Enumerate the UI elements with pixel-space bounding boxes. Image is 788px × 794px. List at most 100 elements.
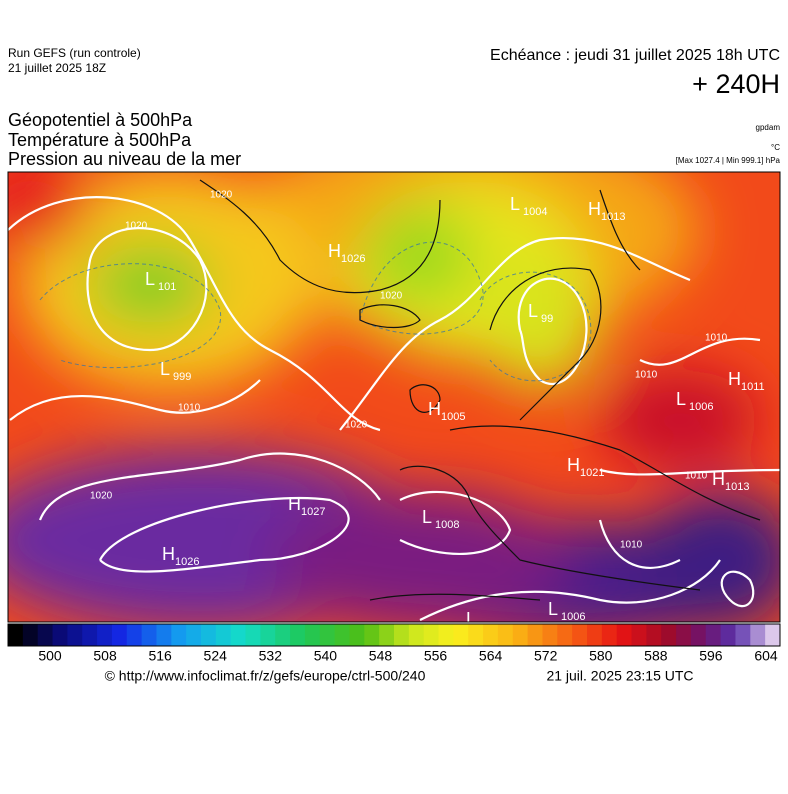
unit-label: [Max 1027.4 | Min 999.1] hPa xyxy=(676,156,781,165)
colorbar-swatch xyxy=(453,624,469,646)
colorbar-swatch xyxy=(82,624,98,646)
colorbar-tick-label: 564 xyxy=(479,648,503,664)
center-letter: H xyxy=(712,469,725,489)
colorbar-swatch xyxy=(676,624,692,646)
colorbar-swatch xyxy=(735,624,751,646)
colorbar-tick-label: 540 xyxy=(314,648,338,664)
issue-time: 21 juil. 2025 23:15 UTC xyxy=(546,668,693,684)
title-line: Pression au niveau de la mer xyxy=(8,149,241,169)
colorbar-tick-label: 588 xyxy=(644,648,668,664)
colorbar-swatch xyxy=(37,624,54,646)
colorbar-swatch xyxy=(111,624,128,646)
colorbar-swatch xyxy=(601,624,618,646)
colorbar-swatch xyxy=(275,624,291,646)
colorbar-tick-label: 548 xyxy=(369,648,393,664)
isotherms xyxy=(39,241,592,382)
colorbar-tick-label: 524 xyxy=(204,648,228,664)
center-letter: H xyxy=(428,399,441,419)
center-value: 1006 xyxy=(689,401,713,413)
colorbar-swatch xyxy=(97,624,113,646)
colorbar-swatch xyxy=(572,624,588,646)
center-letter: H xyxy=(728,369,741,389)
colorbar-swatch xyxy=(587,624,603,646)
center-value: 1008 xyxy=(435,519,459,531)
colorbar-swatch xyxy=(260,624,276,646)
colorbar-swatch xyxy=(720,624,736,646)
center-letter: L xyxy=(145,269,155,289)
colorbar-swatch xyxy=(290,624,306,646)
colorbar-swatch xyxy=(646,624,662,646)
colorbar-tick-label: 572 xyxy=(534,648,558,664)
colorbar-tick-label: 500 xyxy=(38,648,62,664)
isobar-label: 1020 xyxy=(210,190,233,201)
colorbar-swatch xyxy=(512,624,529,646)
valid-time: Echéance : jeudi 31 juillet 2025 18h UTC xyxy=(490,47,780,64)
colorbar-swatch xyxy=(186,624,202,646)
colorbar-swatch xyxy=(661,624,677,646)
unit-label: gpdam xyxy=(756,123,781,132)
colorbar-tick-label: 556 xyxy=(424,648,448,664)
center-value: 1011 xyxy=(741,381,765,393)
colorbar-swatch xyxy=(631,624,647,646)
colorbar-swatch xyxy=(557,624,573,646)
colorbar-swatch xyxy=(171,624,187,646)
colorbar-swatch xyxy=(22,624,39,646)
center-value: 1013 xyxy=(725,481,749,493)
center-value: 1027 xyxy=(301,506,325,518)
center-letter: L xyxy=(466,609,476,629)
colorbar-swatch xyxy=(705,624,722,646)
colorbar-swatch xyxy=(215,624,232,646)
center-letter: L xyxy=(160,359,170,379)
isobar-label: 1010 xyxy=(635,370,658,381)
colorbar-swatch xyxy=(379,624,395,646)
center-value: 1004 xyxy=(523,206,547,218)
isobar-label: 1020 xyxy=(125,221,148,232)
colorbar-tick-label: 580 xyxy=(589,648,613,664)
isobar-label: 1020 xyxy=(90,491,113,502)
center-letter: H xyxy=(288,494,301,514)
title-line: Température à 500hPa xyxy=(8,130,192,150)
isobar-label: 1010 xyxy=(178,403,201,414)
colorbar-frame xyxy=(7,623,781,647)
colorbar-tick-label: 508 xyxy=(93,648,117,664)
isobar-label: 1010 xyxy=(685,471,708,482)
title-line: Géopotentiel à 500hPa xyxy=(8,110,193,130)
unit-label: °C xyxy=(771,143,780,152)
center-letter: H xyxy=(567,455,580,475)
center-value: 1026 xyxy=(341,253,365,265)
center-letter: L xyxy=(422,507,432,527)
colorbar-swatch xyxy=(408,624,425,646)
center-letter: L xyxy=(676,389,686,409)
isobars xyxy=(8,196,780,621)
colorbar-swatch xyxy=(334,624,350,646)
center-letter: L xyxy=(548,599,558,619)
source-url: © http://www.infoclimat.fr/z/gefs/europe… xyxy=(105,668,426,684)
colorbar-swatch xyxy=(230,624,247,646)
colorbar-swatch xyxy=(304,624,321,646)
colorbar-tick-label: 604 xyxy=(754,648,778,664)
center-letter: H xyxy=(328,241,341,261)
colorbar-swatch xyxy=(245,624,261,646)
colorbar-swatch xyxy=(394,624,410,646)
colorbar-swatch xyxy=(765,624,781,646)
colorbar-swatch xyxy=(438,624,454,646)
center-value: 1005 xyxy=(479,621,503,633)
colorbar-swatch xyxy=(8,624,24,646)
center-letter: H xyxy=(162,544,175,564)
colorbar-swatch xyxy=(497,624,514,646)
center-letter: H xyxy=(588,199,601,219)
run-date: 21 juillet 2025 18Z xyxy=(8,61,106,75)
colorbar: 500 508 516 524 532 540 548 556 564 572 580 588 596 6… xyxy=(7,623,781,664)
map-frame xyxy=(7,171,781,623)
colorbar-swatch xyxy=(423,624,440,646)
isobar-label: 1020 xyxy=(345,420,368,431)
colorbar-swatch xyxy=(542,624,558,646)
isobar-label: 1020 xyxy=(380,291,403,302)
center-value: 1021 xyxy=(580,467,604,479)
colorbar-swatch xyxy=(750,624,766,646)
center-value: 101 xyxy=(158,281,176,293)
colorbar-swatch xyxy=(67,624,83,646)
colorbar-swatch xyxy=(52,624,68,646)
